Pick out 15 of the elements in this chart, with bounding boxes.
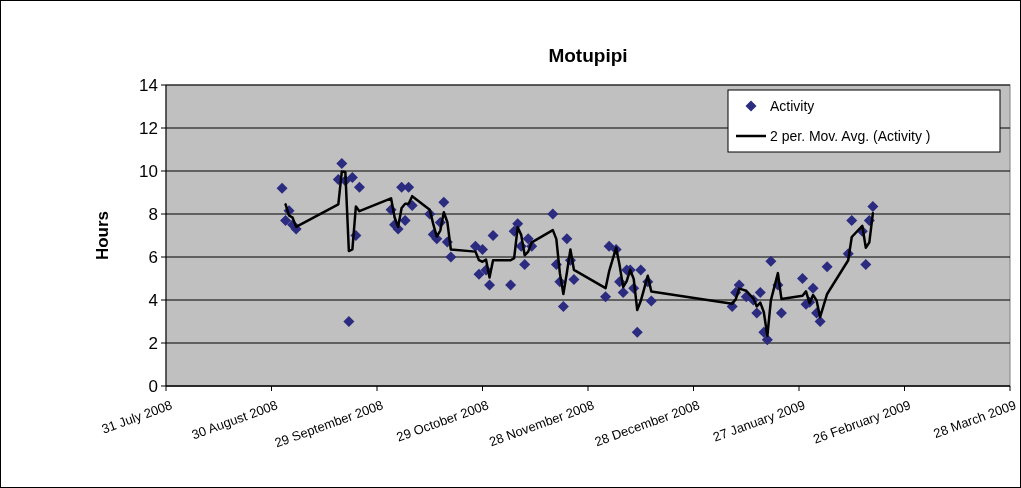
legend-label: 2 per. Mov. Avg. (Activity ) [770,127,931,144]
y-tick-label: 14 [139,75,158,95]
y-tick-label: 12 [139,118,158,138]
x-tick-label: 27 January 2009 [710,397,808,445]
legend-label: Activity [770,97,815,114]
y-axis-title: Hours [93,210,112,261]
y-tick-label: 0 [148,376,158,396]
x-tick-label: 28 March 2009 [931,397,1019,442]
y-tick-label: 6 [148,247,158,267]
chart-title: Motupipi [548,45,628,66]
y-tick-label: 2 [148,333,158,353]
y-tick-label: 4 [148,290,158,310]
y-tick-label: 8 [148,204,158,224]
y-tick-label: 10 [139,161,158,181]
x-tick-label: 31 July 2008 [99,397,175,437]
